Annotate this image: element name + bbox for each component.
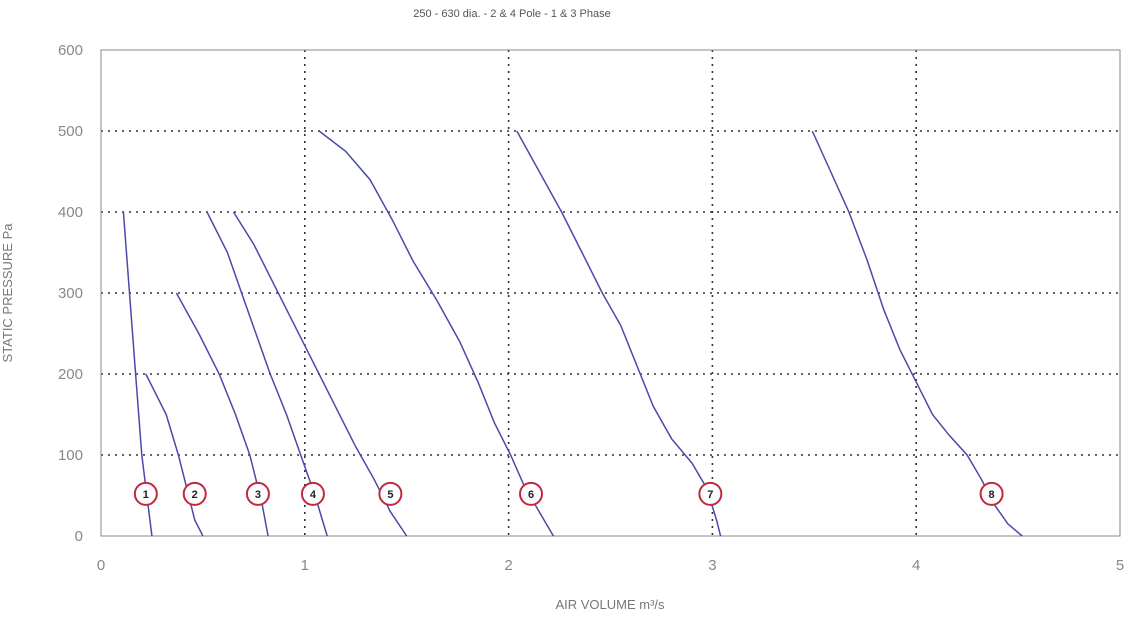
fan-curve-8 xyxy=(811,130,1023,537)
fan-curve-6 xyxy=(318,130,555,537)
marker-circle xyxy=(182,481,207,506)
curve-marker-5: 5 xyxy=(378,481,403,506)
y-tick-label: 500 xyxy=(58,123,83,140)
curve-marker-8: 8 xyxy=(979,481,1004,506)
fan-curve-4 xyxy=(206,211,328,537)
y-tick-label: 0 xyxy=(75,528,83,545)
y-axis-label: STATIC PRESSURE Pa xyxy=(0,223,15,363)
marker-circle xyxy=(300,481,325,506)
marker-label: 1 xyxy=(143,489,149,501)
marker-circle xyxy=(698,481,723,506)
y-tick-label: 200 xyxy=(58,366,83,383)
marker-label: 7 xyxy=(707,489,713,501)
y-tick-label: 300 xyxy=(58,285,83,302)
marker-label: 3 xyxy=(255,489,261,501)
x-tick-label: 2 xyxy=(504,557,512,574)
x-axis-label: AIR VOLUME m³/s xyxy=(555,597,665,612)
marker-label: 8 xyxy=(989,489,995,501)
curve-marker-1: 1 xyxy=(133,481,158,506)
x-tick-label: 1 xyxy=(301,557,309,574)
marker-layer: 1 2 3 4 5 6 7 8 xyxy=(133,481,1004,506)
marker-circle xyxy=(979,481,1004,506)
x-tick-label: 5 xyxy=(1116,557,1124,574)
y-tick-label: 400 xyxy=(58,204,83,221)
marker-label: 2 xyxy=(192,489,198,501)
fan-curve-1 xyxy=(122,211,153,537)
marker-label: 5 xyxy=(387,489,393,501)
curve-marker-6: 6 xyxy=(519,481,544,506)
curve-marker-7: 7 xyxy=(698,481,723,506)
marker-circle xyxy=(245,481,270,506)
curve-marker-3: 3 xyxy=(245,481,270,506)
marker-circle xyxy=(378,481,403,506)
curve-layer xyxy=(122,130,1023,537)
chart-title: 250 - 630 dia. - 2 & 4 Pole - 1 & 3 Phas… xyxy=(413,8,611,20)
curve-marker-2: 2 xyxy=(182,481,207,506)
x-tick-label: 4 xyxy=(912,557,920,574)
fan-curve-7 xyxy=(516,130,722,537)
curve-marker-4: 4 xyxy=(300,481,325,506)
marker-label: 6 xyxy=(528,489,534,501)
tick-layer: 0 1 2 3 4 5 0 100 200 300 400 500 600 xyxy=(58,42,1124,574)
x-tick-label: 3 xyxy=(708,557,716,574)
plot-frame xyxy=(100,49,1121,537)
marker-circle xyxy=(519,481,544,506)
y-tick-label: 100 xyxy=(58,447,83,464)
marker-label: 4 xyxy=(310,489,317,501)
fan-curve-2 xyxy=(145,373,204,537)
grid-layer xyxy=(101,50,1120,536)
marker-circle xyxy=(133,481,158,506)
x-tick-label: 0 xyxy=(97,557,105,574)
y-tick-label: 600 xyxy=(58,42,83,59)
